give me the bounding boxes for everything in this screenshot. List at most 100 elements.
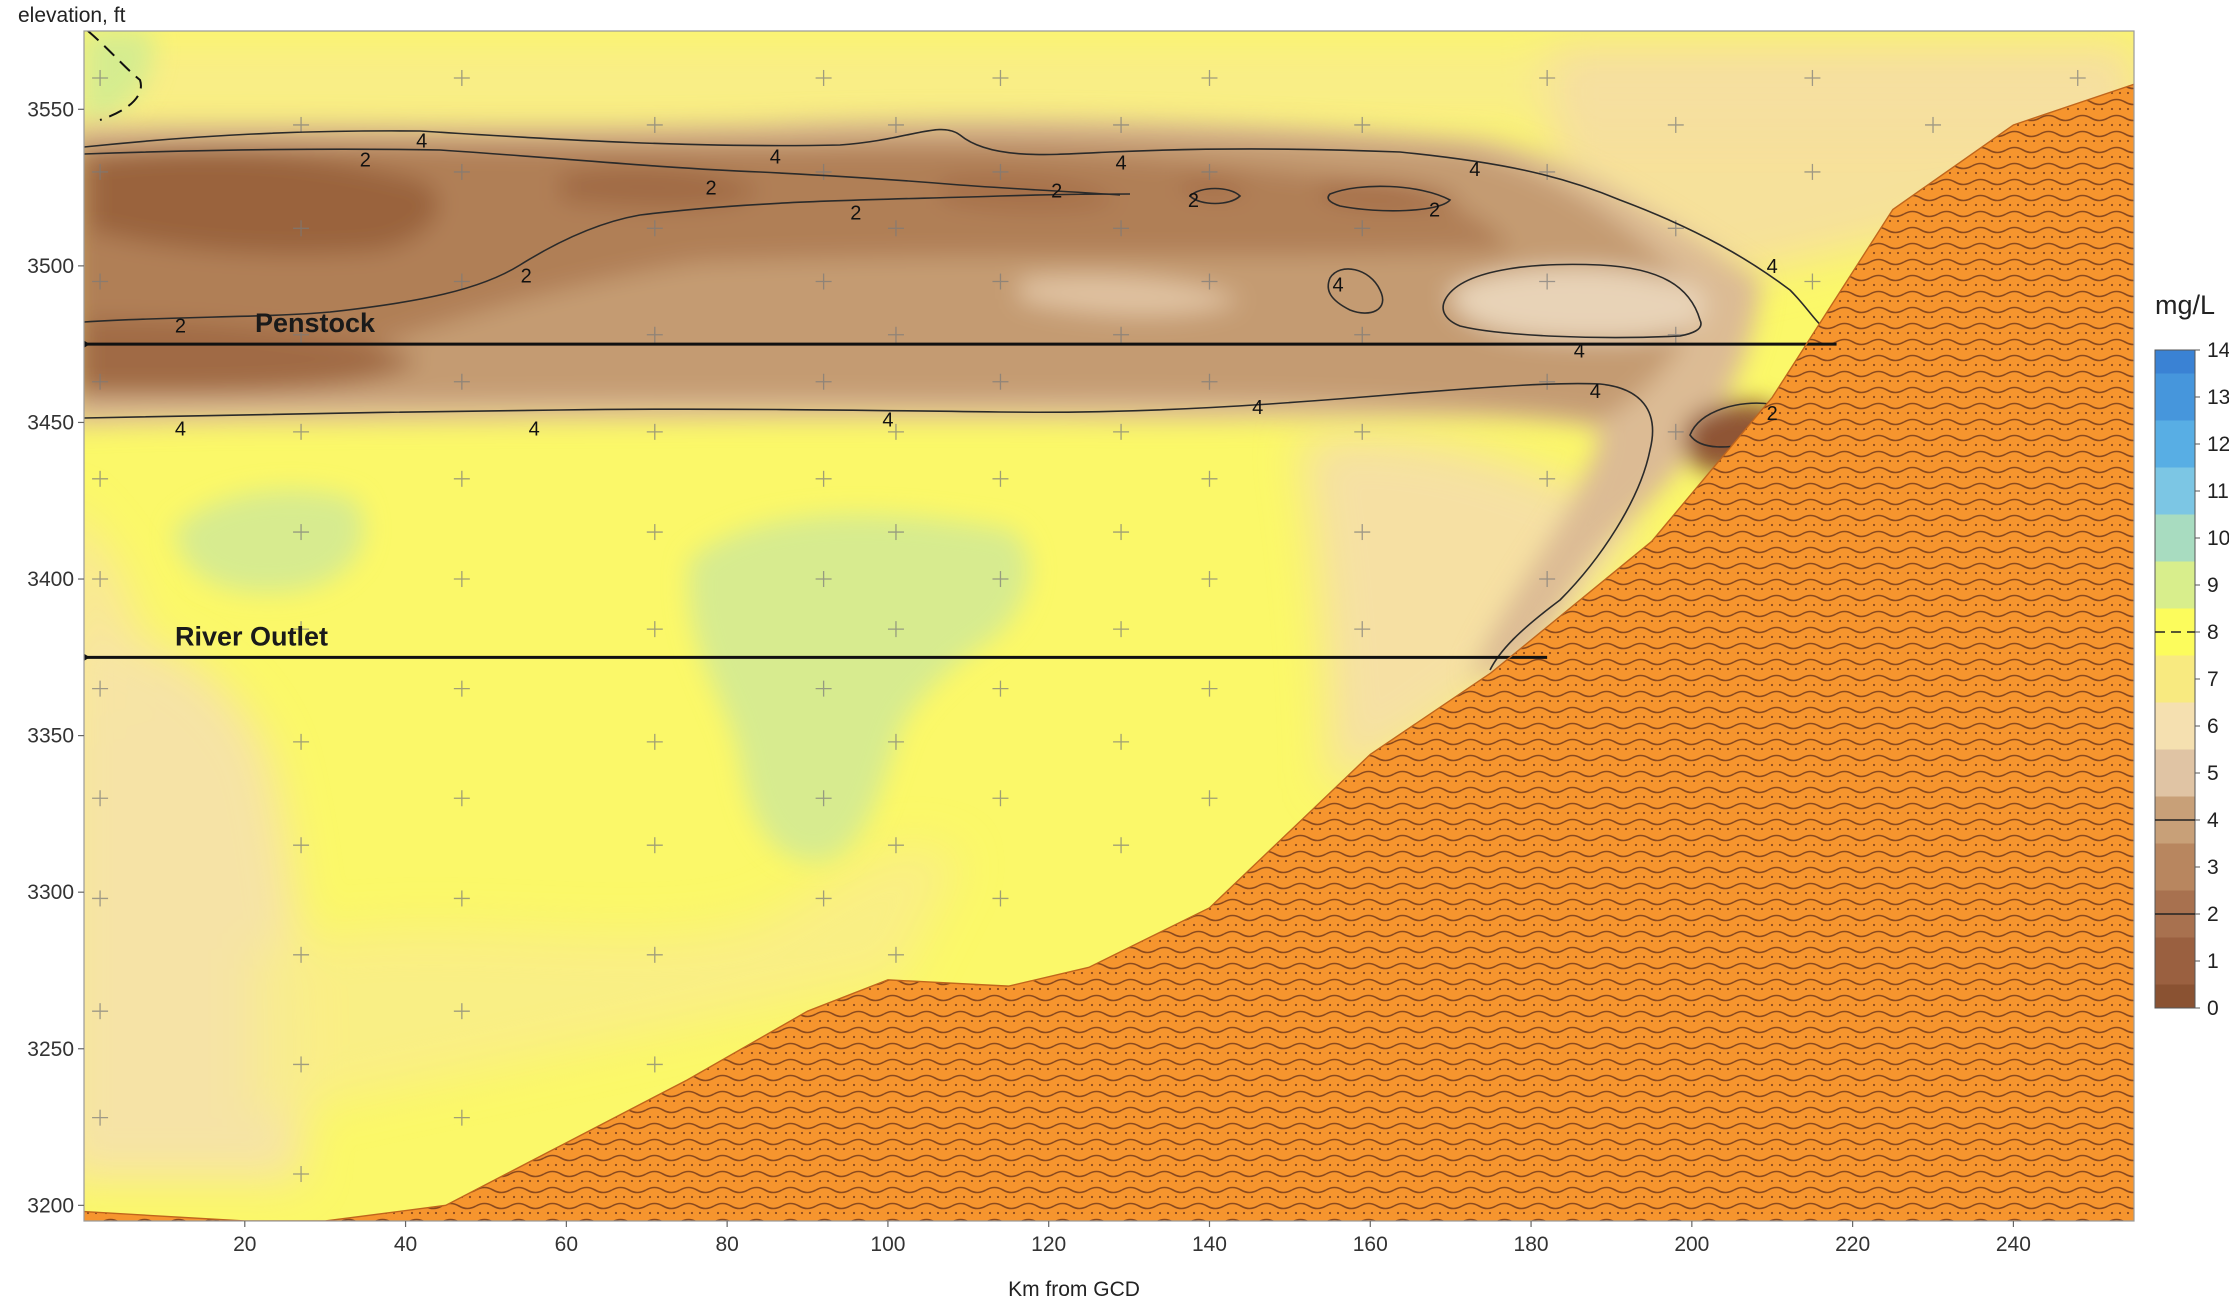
contour-label: 2 — [521, 265, 532, 287]
x-tick-label: 100 — [870, 1233, 905, 1256]
contour-line-2-mid — [639, 193, 1131, 216]
colorbar-tick-label: 10 — [2207, 527, 2229, 550]
y-tick-label: 3500 — [27, 255, 74, 278]
x-tick-label: 140 — [1192, 1233, 1227, 1256]
sample-station-markers — [92, 69, 2086, 1183]
colorbar-swatch — [2155, 796, 2195, 821]
contour-label: 2 — [1767, 403, 1778, 425]
contour-label: 4 — [1574, 340, 1585, 362]
colorbar-swatch — [2155, 702, 2195, 727]
colorbar-tick-label: 12 — [2207, 433, 2229, 456]
contour-label: 4 — [1767, 256, 1778, 278]
outlet-label: River Outlet — [175, 621, 328, 651]
x-tick-label: 60 — [555, 1233, 578, 1256]
x-axis: 20 40 60 80 100 120 140 160 180 200 220 240 — [233, 1221, 2031, 1256]
x-tick-label: 80 — [715, 1233, 738, 1256]
colorbar-swatch — [2155, 937, 2195, 962]
colorbar-tick-label: 7 — [2207, 668, 2219, 691]
reservoir-bed-profile — [84, 84, 2134, 1221]
contour-label: 2 — [850, 203, 861, 225]
field-brown-dark-5 — [1180, 178, 1250, 198]
colorbar-swatch — [2155, 820, 2195, 844]
colorbar-tick-label: 1 — [2207, 950, 2219, 973]
x-tick-label: 180 — [1514, 1233, 1549, 1256]
field-green-patch-2 — [688, 514, 1030, 862]
colorbar-swatch — [2155, 632, 2195, 656]
colorbar-swatch — [2155, 538, 2195, 562]
colorbar-swatch — [2155, 914, 2195, 938]
y-tick-label: 3450 — [27, 411, 74, 434]
contour-line-2-upper — [84, 148, 1121, 196]
contour-label: 2 — [1429, 200, 1440, 222]
contour-line-4-lower — [84, 382, 1654, 671]
plot-frame — [83, 30, 2135, 1222]
field-brown-band-core — [84, 145, 1510, 392]
field-pale-right-zone — [1300, 435, 1640, 790]
field-brown-dark-1 — [90, 151, 439, 254]
colorbar-swatch — [2155, 608, 2195, 633]
field-pale-left-zone — [84, 635, 304, 1180]
contour-line-4-ring-a — [1327, 268, 1384, 314]
colorbar-swatch — [2155, 655, 2195, 680]
colorbar-tick-label: 13 — [2207, 386, 2229, 409]
y-axis: 3200 3250 3300 3350 3400 3450 3500 3550 — [27, 98, 84, 1217]
colorbar-swatch — [2155, 726, 2195, 750]
y-tick-label: 3300 — [27, 881, 74, 904]
y-tick-label: 3250 — [27, 1038, 74, 1061]
y-tick-label: 3400 — [27, 568, 74, 591]
field-green-topleft — [84, 31, 153, 125]
colorbar-tick-label: 0 — [2207, 997, 2219, 1020]
colorbar-tick-label: 3 — [2207, 856, 2219, 879]
contour-label: 2 — [175, 315, 186, 337]
contour-label: 4 — [1469, 159, 1480, 181]
bed-surface-line — [84, 83, 2134, 1221]
contour-label: 4 — [1115, 153, 1126, 175]
colorbar-tick-label: 6 — [2207, 715, 2219, 738]
colorbar-swatches — [2154, 349, 2196, 1009]
y-tick-label: 3350 — [27, 725, 74, 748]
field-green-patch-1 — [175, 490, 364, 593]
contour-label: 2 — [1051, 181, 1062, 203]
colorbar-swatch — [2155, 890, 2195, 915]
contour-label: 4 — [529, 419, 540, 441]
outlet-label: Penstock — [255, 308, 376, 338]
contour-label: 4 — [1333, 275, 1344, 297]
colorbar-swatch — [2155, 984, 2195, 1009]
field-pale-left-strip — [84, 525, 142, 734]
colorbar-swatch — [2155, 350, 2195, 374]
x-tick-label: 160 — [1353, 1233, 1388, 1256]
contour-label: 2 — [705, 178, 716, 200]
y-axis-title: elevation, ft — [18, 4, 126, 27]
x-tick-label: 220 — [1835, 1233, 1870, 1256]
colorbar-unit-label: mg/L — [2155, 290, 2215, 320]
colorbar-swatch — [2155, 867, 2195, 891]
contour-label: 4 — [882, 409, 893, 431]
colorbar-swatch — [2155, 679, 2195, 703]
colorbar-swatch — [2155, 961, 2195, 985]
colorbar-swatch — [2155, 444, 2195, 468]
contour-label: 4 — [770, 146, 781, 168]
contour-line-2-left — [84, 214, 641, 323]
colorbar-tick-label: 9 — [2207, 574, 2219, 597]
contour-label: 4 — [416, 131, 427, 153]
colorbar-swatch — [2155, 561, 2195, 586]
field-brown-dark-2 — [560, 167, 760, 208]
colorbar-swatch — [2155, 749, 2195, 774]
x-tick-label: 20 — [233, 1233, 256, 1256]
contour-line-4-ring-b — [1442, 263, 1702, 339]
colorbar-tick-label: 5 — [2207, 762, 2219, 785]
contour-line-2-ring-a — [1188, 187, 1242, 205]
contour-label: 4 — [175, 419, 186, 441]
colorbar-tick-label: 11 — [2207, 480, 2229, 503]
field-pale-upper-right — [1550, 40, 2134, 300]
contour-label: 4 — [1252, 397, 1263, 419]
colorbar-swatch — [2155, 373, 2195, 398]
y-tick-label: 3550 — [27, 98, 74, 121]
colorbar-swatch — [2155, 420, 2195, 445]
colorbar-swatch — [2155, 467, 2195, 492]
x-tick-label: 40 — [394, 1233, 417, 1256]
